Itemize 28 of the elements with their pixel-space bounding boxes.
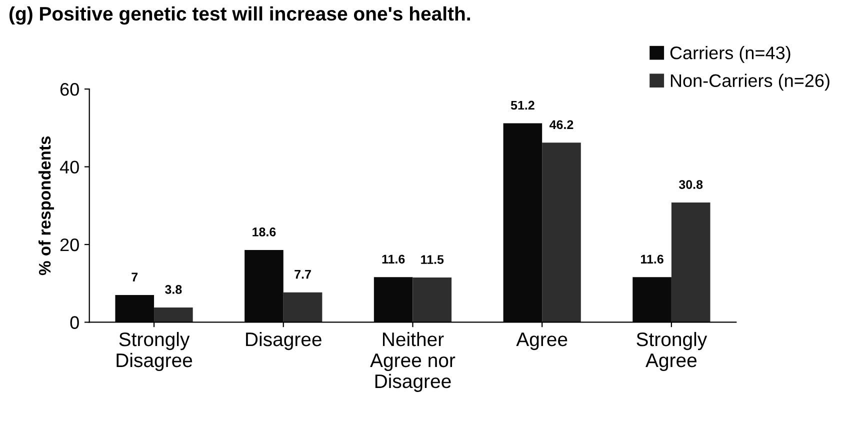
data-label: 18.6 — [252, 228, 276, 236]
y-tick-label: 20 — [60, 238, 79, 252]
x-tick-label: Neither Agree nor Disagree — [370, 332, 456, 392]
y-tick-label: 60 — [60, 82, 79, 96]
data-label: 51.2 — [510, 100, 534, 110]
data-label: 11.6 — [641, 254, 664, 264]
bar — [283, 292, 322, 322]
data-label: 11.6 — [382, 254, 405, 264]
bar — [671, 202, 710, 322]
x-tick-label: Strongly Agree — [636, 332, 708, 372]
x-tick-label: Agree — [516, 332, 568, 350]
data-label: 3.8 — [165, 285, 182, 294]
y-tick-label: 0 — [70, 316, 79, 329]
legend-label: Carriers (n=43) — [670, 46, 790, 63]
data-label: 11.5 — [421, 255, 444, 264]
legend-label: Non-Carriers (n=26) — [670, 74, 830, 91]
data-label: 7.7 — [294, 270, 311, 279]
data-label: 46.2 — [550, 120, 574, 130]
x-tick-label: Disagree — [246, 332, 322, 350]
y-tick-label: 40 — [60, 160, 79, 174]
y-axis-title: % of respondents — [38, 136, 54, 276]
bar — [154, 307, 193, 322]
x-tick-label: Strongly Disagree — [116, 332, 192, 372]
data-label: 30.8 — [678, 180, 703, 189]
data-label: 7 — [132, 272, 138, 282]
chart-title: (g) Positive genetic test will increase one's health. — [9, 6, 470, 25]
bar — [412, 278, 452, 322]
bar — [542, 142, 581, 322]
